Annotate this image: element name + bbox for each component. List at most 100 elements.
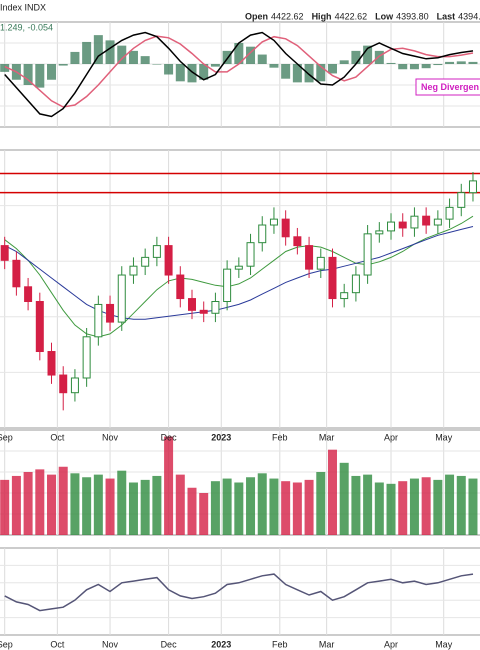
volume-bar [445,474,455,535]
histogram-bar [58,64,68,66]
candle-body [340,292,349,300]
candle-body [59,374,68,394]
volume-bar [433,479,443,535]
histogram-bar [351,50,361,64]
candle-body [152,245,161,258]
x-tick-label: Nov [102,639,119,649]
volume-bar [304,479,314,535]
volume-bar [398,481,408,535]
volume-bar [409,478,419,535]
volume-bar [82,477,92,535]
volume-bar [421,477,431,535]
volume-bar [339,462,349,535]
volume-bar [128,482,138,535]
candle-body [410,215,419,229]
histogram-bar [398,64,408,70]
x-tick-label: Oct [50,432,65,442]
quote-label: Open [245,11,268,21]
line [4,226,474,320]
candle-body [316,256,325,270]
quote-value: 4422.62 [271,11,304,21]
x-tick-label: Apr [384,432,398,442]
candle-body [106,303,115,323]
volume-bar [269,478,279,535]
volume-bar [386,483,396,535]
x-tick-label: Nov [102,432,119,442]
candle-body [445,206,454,220]
line [4,31,474,118]
volume-bar [327,449,337,535]
volume-bar [292,482,302,535]
candle-body [258,224,267,244]
histogram-bar [386,62,396,64]
candle-body [141,256,150,267]
candle-body [199,309,208,314]
histogram-bar [105,40,115,64]
x-tick-label: Sep [0,639,13,649]
volume-bar [175,474,185,535]
candle-body [223,268,232,303]
volume-bar [164,436,174,535]
x-tick-label: May [435,432,453,442]
marks [0,31,480,612]
candle-body [433,218,442,226]
histogram-bar [409,64,419,70]
candle-body [351,274,360,294]
candle-body [398,221,407,229]
volume-bar [210,481,220,535]
histogram-bar [187,64,197,83]
price-panel [0,149,480,429]
histogram-bar [269,64,279,68]
x-tick-label: Sep [0,432,13,442]
histogram-bar [374,50,384,64]
candle-body [47,351,56,376]
histogram-bar [456,61,466,64]
line [4,35,474,108]
candle-body [375,230,384,235]
volume-bar [117,470,127,535]
candle-body [129,265,138,276]
line [4,573,474,612]
volume-bar [152,475,162,535]
volume-bar [257,473,267,535]
volume-bar [70,473,80,535]
quote-value: 4422.62 [335,11,368,21]
candle-body [70,377,79,394]
histogram-bar [175,64,185,82]
volume-bar [316,472,326,535]
symbol: Index INDX [0,2,46,12]
candle-body [82,336,91,379]
candle-body [0,245,9,261]
candle-body [269,218,278,226]
volume-bar [0,479,10,535]
quote-label: Last [437,11,456,21]
volume-bar [456,475,466,535]
candle-body [35,301,44,353]
macd-panel [0,21,480,128]
volume-bar [187,487,197,535]
candle-body [24,286,33,303]
histogram-bar [128,50,138,64]
x-tick-label: Apr [384,639,398,649]
histogram-bar [363,45,373,64]
histogram-bar [468,61,478,64]
volume-bar [234,482,244,535]
histogram-bar [70,51,80,64]
macd-label: 1.249, -0.054 [0,22,53,32]
histogram-bar [433,64,443,66]
volume-bar [363,474,373,535]
candle-body [176,274,185,300]
candle-body [387,221,396,232]
x-tick-label: May [435,639,453,649]
candle-body [328,256,337,300]
histogram-bar [316,64,326,82]
volume-bar [468,478,478,535]
candle-body [293,236,302,247]
x-tick-label: Dec [161,432,178,442]
histogram-bar [82,41,92,64]
x-tick-label: Oct [50,639,65,649]
quote-label: High [312,11,332,21]
volume-bar [47,474,57,535]
histogram-bar [210,64,220,67]
